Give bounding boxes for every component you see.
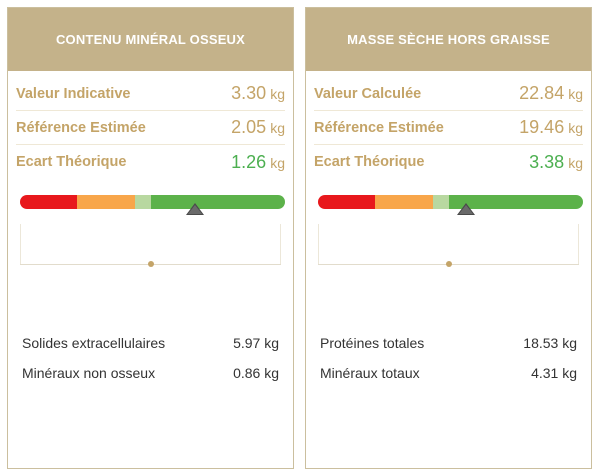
metric-row-deviation: Ecart Théorique 1.26 kg <box>16 145 285 179</box>
metric-row-reference: Référence Estimée 19.46 kg <box>314 111 583 145</box>
detail-row: Protéines totales 18.53 kg <box>320 328 577 358</box>
gauge <box>318 192 583 218</box>
detail-value: 0.86 kg <box>233 365 279 381</box>
metric-label: Valeur Calculée <box>314 85 422 102</box>
detail-value: 5.97 kg <box>233 335 279 351</box>
metric-value: 19.46 kg <box>519 117 583 137</box>
metrics-list: Valeur Indicative 3.30 kg Référence Estim… <box>8 71 293 179</box>
metric-value: 3.30 kg <box>231 83 285 103</box>
detail-row: Minéraux non osseux 0.86 kg <box>22 358 279 388</box>
detail-label: Minéraux totaux <box>320 365 420 381</box>
metric-value: 3.38 kg <box>529 151 583 172</box>
metric-label: Valeur Indicative <box>16 85 131 102</box>
detail-row: Solides extracellulaires 5.97 kg <box>22 328 279 358</box>
metric-label: Ecart Théorique <box>314 154 425 170</box>
details-list: Solides extracellulaires 5.97 kg Minérau… <box>22 328 279 388</box>
gauge <box>20 192 285 218</box>
gauge-marker-icon <box>185 203 204 215</box>
metric-label: Référence Estimée <box>314 119 444 136</box>
metric-label: Ecart Théorique <box>16 154 127 170</box>
detail-label: Protéines totales <box>320 335 425 351</box>
metric-value: 1.26 kg <box>231 151 285 172</box>
metric-value: 22.84 kg <box>519 83 583 103</box>
detail-row: Minéraux totaux 4.31 kg <box>320 358 577 388</box>
scale-midpoint-dot <box>147 261 154 267</box>
card-title: MASSE SÈCHE HORS GRAISSE <box>306 8 591 71</box>
gauge-bar <box>318 195 583 209</box>
bone-mineral-card: CONTENU MINÉRAL OSSEUX Valeur Indicative… <box>7 7 294 469</box>
metrics-list: Valeur Calculée 22.84 kg Référence Estimé… <box>306 71 591 179</box>
detail-value: 4.31 kg <box>531 365 577 381</box>
detail-label: Minéraux non osseux <box>22 365 156 381</box>
metric-row-deviation: Ecart Théorique 3.38 kg <box>314 145 583 179</box>
gauge-marker-icon <box>457 203 476 215</box>
card-title: CONTENU MINÉRAL OSSEUX <box>8 8 293 71</box>
scale-midpoint-dot <box>445 261 452 267</box>
metric-label: Référence Estimée <box>16 119 146 136</box>
gauge-bar <box>20 195 285 209</box>
metric-row-reference: Référence Estimée 2.05 kg <box>16 111 285 145</box>
detail-value: 18.53 kg <box>523 335 577 351</box>
metric-row-calculated: Valeur Calculée 22.84 kg <box>314 77 583 111</box>
scale-axis <box>318 218 579 298</box>
metric-row-indicative: Valeur Indicative 3.30 kg <box>16 77 285 111</box>
dry-lean-mass-card: MASSE SÈCHE HORS GRAISSE Valeur Calculée… <box>305 7 592 469</box>
details-list: Protéines totales 18.53 kg Minéraux tota… <box>320 328 577 388</box>
scale-axis <box>20 218 281 298</box>
detail-label: Solides extracellulaires <box>22 335 166 351</box>
metric-value: 2.05 kg <box>231 117 285 137</box>
